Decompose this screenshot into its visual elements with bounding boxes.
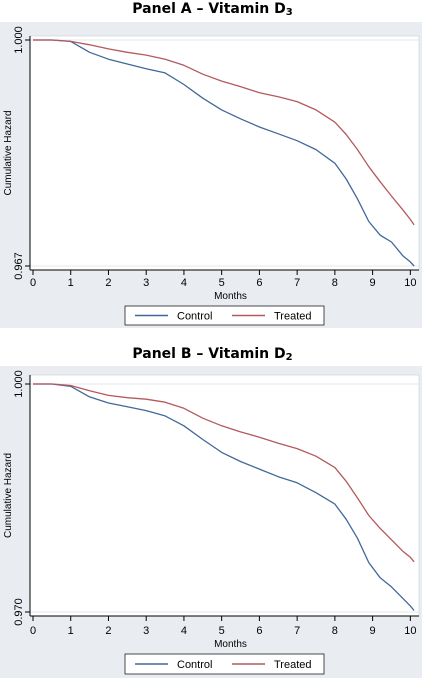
panel-a-x-tick-label: 1	[68, 277, 74, 289]
panel-b-title: Panel B – Vitamin D2	[0, 346, 425, 363]
panel-b-x-tick-label: 7	[294, 625, 300, 637]
panel-a-title-text: Panel A – Vitamin D	[132, 1, 286, 17]
panel-b-series-line-treated	[33, 383, 415, 563]
panel-a-series-line-control	[33, 39, 415, 267]
panel-b-y-tick-label: 0.970	[13, 598, 25, 626]
panel-b-series-line-control	[33, 383, 415, 611]
panel-b-x-tick-label: 2	[105, 625, 111, 637]
panel-a-y-tick-label: 1.000	[13, 26, 25, 54]
panel-b-x-tick-label: 8	[332, 625, 338, 637]
panel-b-legend: Control Treated	[124, 653, 325, 675]
panel-b-legend-box	[124, 653, 325, 675]
panel-a-legend: Control Treated	[124, 305, 325, 326]
panel-b-plot-area	[29, 374, 420, 617]
panel-b-x-tick-label: 9	[370, 625, 376, 637]
panel-a-chart: 0 1 2 3 4 5 6 7 8 9 10 0.967 1.000 Months Cumulative H…	[0, 22, 422, 328]
panel-a-legend-box	[124, 305, 325, 326]
panel-b-y-tick-label: 1.000	[13, 370, 25, 398]
panel-b-x-tick-label: 5	[219, 625, 225, 637]
panel-a-x-tick-label: 10	[404, 277, 416, 289]
panel-a-x-tick-label: 0	[30, 277, 36, 289]
panel-a-y-tick-label: 0.967	[13, 252, 25, 280]
panel-a-x-tick-label: 3	[143, 277, 149, 289]
panel-b-legend-label-control: Control	[177, 659, 212, 671]
panel-a-series-line-treated	[33, 39, 415, 226]
panel-b-x-tick-label: 10	[404, 625, 416, 637]
panel-a-x-axis-label: Months	[214, 291, 247, 302]
panel-a-plot-area	[29, 35, 420, 271]
panel-a-legend-label-treated: Treated	[274, 311, 312, 323]
panel-a-x-tick-label: 4	[181, 277, 187, 289]
panel-a-legend-label-control: Control	[177, 311, 212, 323]
panel-b-title-text: Panel B – Vitamin D	[132, 346, 286, 362]
panel-a-x-tick-label: 5	[219, 277, 225, 289]
panel-b-x-tick-label: 3	[143, 625, 149, 637]
panel-b-title-subscript: 2	[285, 352, 293, 363]
panel-a-title-subscript: 3	[285, 7, 293, 18]
panel-b-legend-label-treated: Treated	[274, 659, 312, 671]
panel-a-x-tick-label: 7	[294, 277, 300, 289]
panel-a-x-tick-label: 9	[370, 277, 376, 289]
panel-b-x-tick-label: 0	[30, 625, 36, 637]
panel-a-x-tick-label: 8	[332, 277, 338, 289]
panel-b-chart: 0 1 2 3 4 5 6 7 8 9 10 0.970 1.000 Months Cumulative H…	[0, 366, 422, 678]
panel-b-x-tick-label: 1	[68, 625, 74, 637]
panel-b-y-axis-label: Cumulative Hazard	[3, 453, 14, 538]
panel-b-x-axis-label: Months	[214, 639, 247, 650]
panel-a-x-tick-label: 2	[105, 277, 111, 289]
panel-b-x-tick-label: 6	[256, 625, 262, 637]
panel-a-title: Panel A – Vitamin D3	[0, 1, 425, 18]
panel-b-x-tick-label: 4	[181, 625, 187, 637]
panel-a-x-tick-label: 6	[256, 277, 262, 289]
panel-a-y-axis-label: Cumulative Hazard	[3, 110, 14, 195]
